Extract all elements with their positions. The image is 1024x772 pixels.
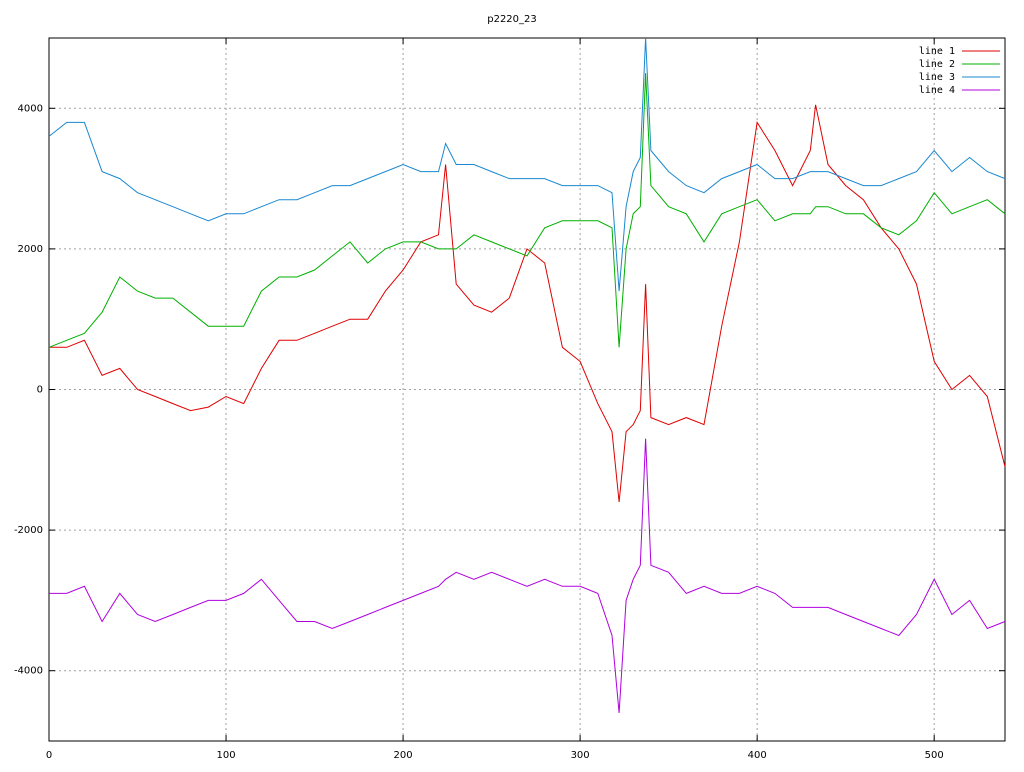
y-tick-label: 0 (37, 385, 43, 396)
series-line (49, 104, 1006, 503)
y-tick-label: -4000 (14, 666, 43, 677)
x-tick-label: 200 (394, 750, 413, 761)
x-tick-label: 500 (925, 750, 944, 761)
x-tick-label: 0 (46, 750, 52, 761)
legend-label: line 2 (919, 59, 955, 70)
series-line (48, 73, 1006, 348)
series-line (49, 438, 1006, 713)
y-tick-label: 4000 (18, 103, 43, 114)
legend-label: line 1 (919, 46, 955, 57)
legend-label: line 3 (919, 72, 955, 83)
x-tick-label: 400 (748, 750, 767, 761)
plot-frame (48, 37, 1006, 742)
legend-label: line 4 (919, 85, 955, 96)
x-tick-label: 100 (216, 750, 235, 761)
chart-title: p2220_23 (487, 14, 537, 25)
y-tick-label: 2000 (18, 244, 43, 255)
y-tick-label: -2000 (14, 525, 43, 536)
series-line (48, 37, 1006, 292)
x-tick-label: 300 (571, 750, 590, 761)
